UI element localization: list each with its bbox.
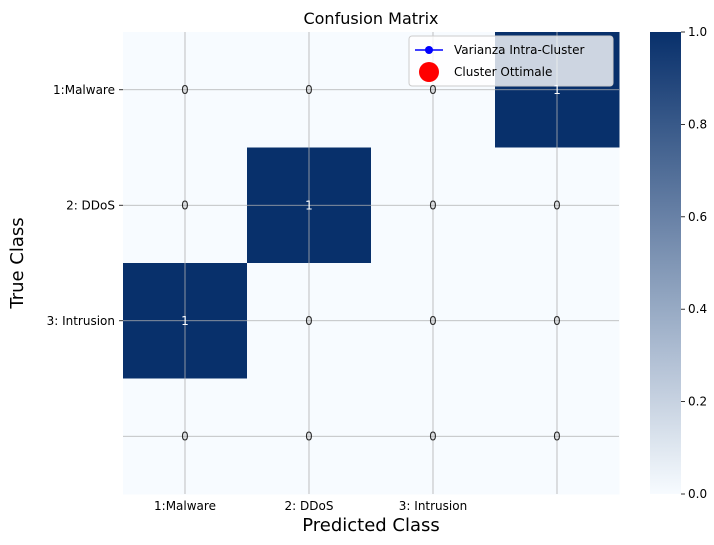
cell-value-label: 1 <box>181 314 189 328</box>
x-tick-label: 1:Malware <box>154 499 216 513</box>
chart-title: Confusion Matrix <box>303 9 438 28</box>
y-tick-labels: 1:Malware 2: DDoS 3: Intrusion <box>47 83 123 328</box>
legend-label: Cluster Ottimale <box>454 65 552 79</box>
x-tick-label: 2: DDoS <box>285 499 334 513</box>
cell-value-label: 0 <box>429 314 437 328</box>
x-axis-label: Predicted Class <box>302 515 440 536</box>
y-tick-label: 3: Intrusion <box>47 314 115 328</box>
cell-value-label: 0 <box>429 198 437 212</box>
legend-circle-marker <box>425 46 433 54</box>
colorbar-tick-label: 0.0 <box>688 487 707 501</box>
cell-value-label: 0 <box>181 83 189 97</box>
cell-value-label: 0 <box>429 429 437 443</box>
colorbar-tick-label: 0.8 <box>688 117 707 131</box>
colorbar-tick-label: 0.2 <box>688 395 707 409</box>
cell-value-label: 0 <box>553 314 561 328</box>
grid-lines <box>123 32 619 494</box>
legend-circle-marker <box>419 62 439 82</box>
cell-value-label: 0 <box>553 429 561 443</box>
x-tick-label: 3: Intrusion <box>399 499 467 513</box>
cell-value-label: 0 <box>305 314 313 328</box>
colorbar-ticks: 0.0 0.2 0.4 0.6 0.8 1.0 <box>681 25 707 501</box>
y-axis-label: True Class <box>7 217 28 309</box>
cell-value-label: 0 <box>429 83 437 97</box>
colorbar-tick-label: 0.6 <box>688 210 707 224</box>
cell-annotations: 0 0 0 1 0 1 0 0 1 0 0 0 0 0 0 0 <box>181 83 561 444</box>
x-tick-labels: 1:Malware 2: DDoS 3: Intrusion <box>154 499 467 513</box>
cell-value-label: 0 <box>305 429 313 443</box>
legend-label: Varianza Intra-Cluster <box>454 43 584 57</box>
heatmap-cells <box>123 32 620 495</box>
legend-box <box>408 35 614 87</box>
cell-value-label: 0 <box>305 83 313 97</box>
legend: Varianza Intra-Cluster Cluster Ottimale <box>408 35 614 87</box>
cell-value-label: 0 <box>181 429 189 443</box>
cell-value-label: 1 <box>305 198 313 212</box>
colorbar-tick-label: 1.0 <box>688 25 707 39</box>
cell-value-label: 0 <box>181 198 189 212</box>
y-tick-label: 1:Malware <box>53 83 115 97</box>
colorbar <box>650 32 681 494</box>
colorbar-tick-label: 0.4 <box>688 302 707 316</box>
cell-value-label: 0 <box>553 198 561 212</box>
y-tick-label: 2: DDoS <box>66 198 115 212</box>
cell-value-label: 1 <box>553 83 561 97</box>
